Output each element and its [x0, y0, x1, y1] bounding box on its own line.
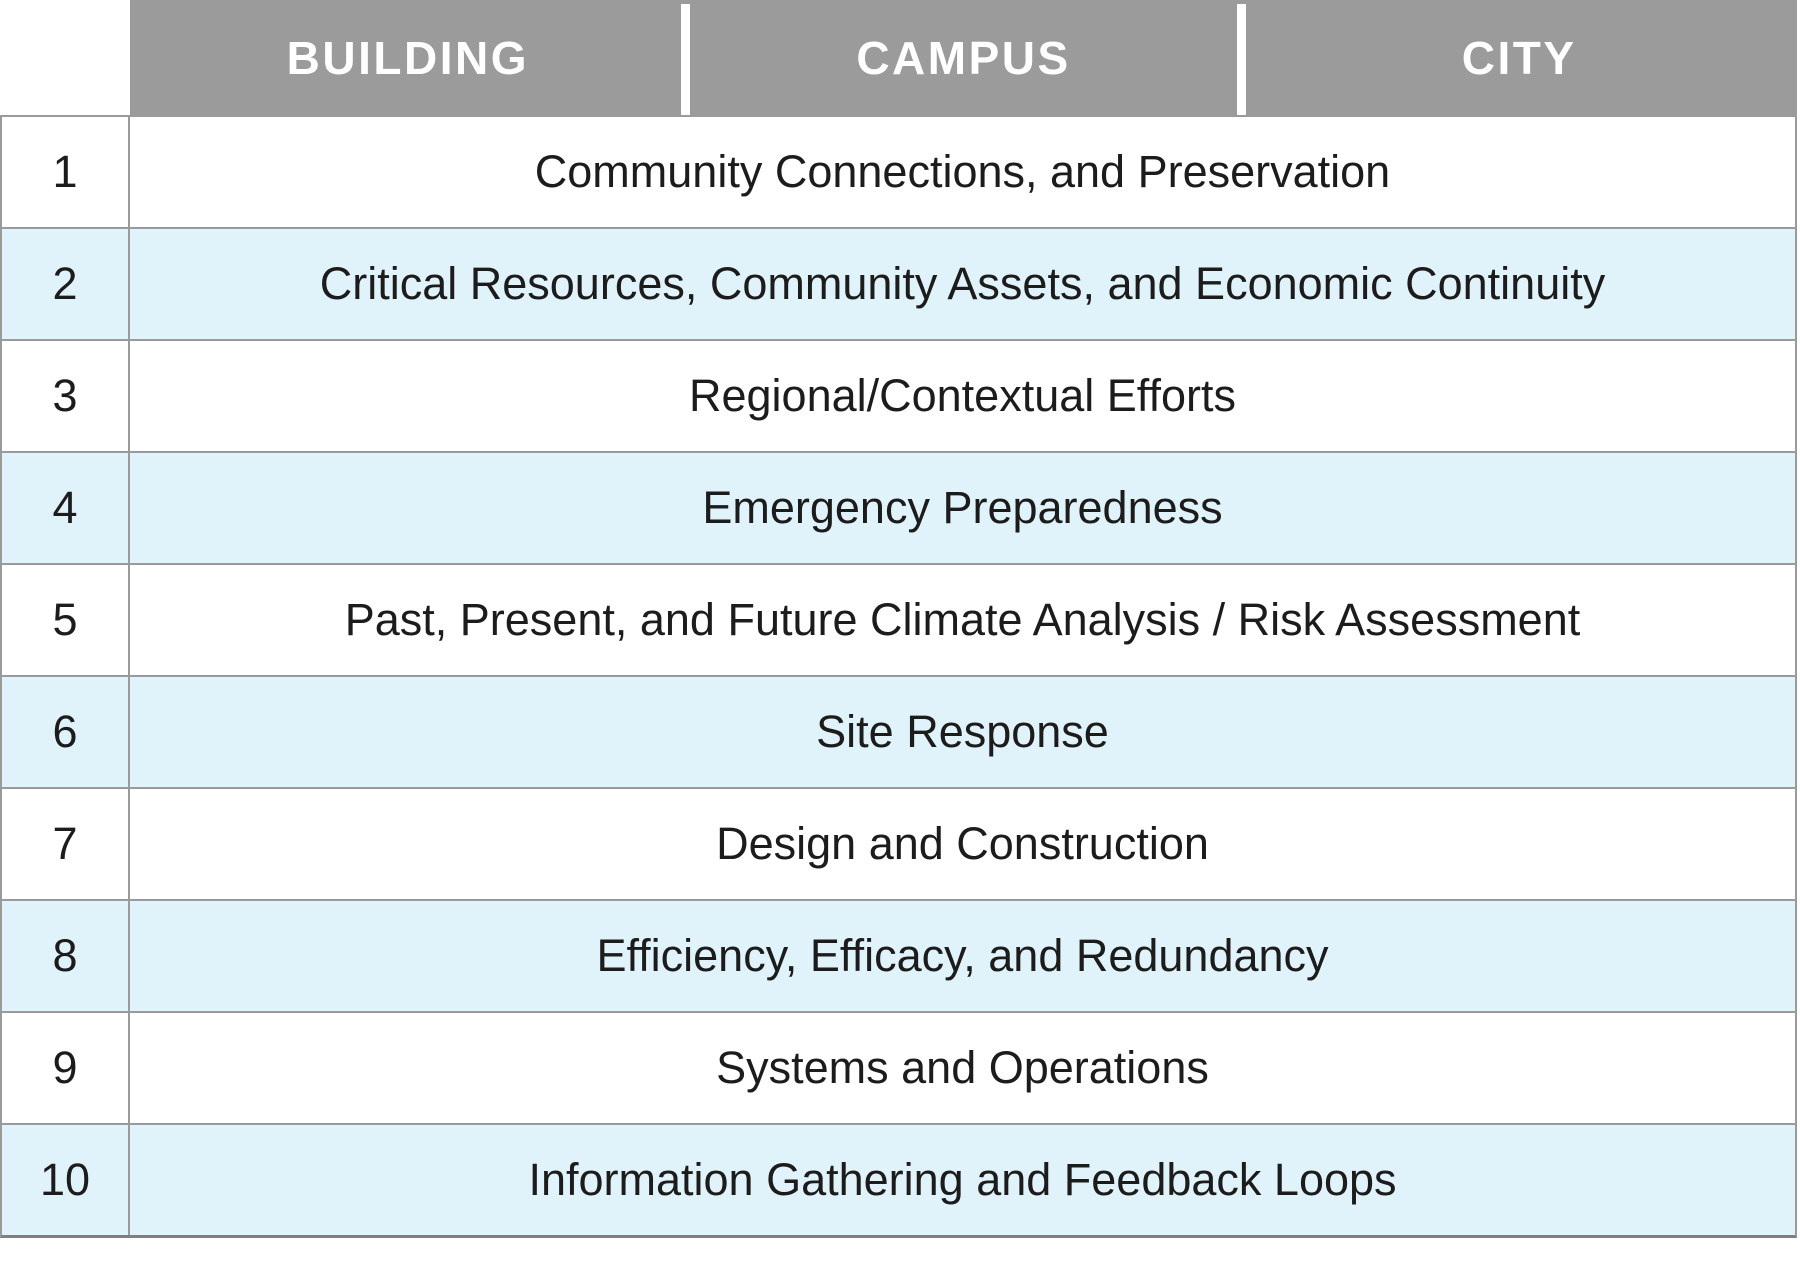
row-number: 8 [2, 901, 130, 1011]
header-divider [1236, 4, 1246, 115]
row-number: 6 [2, 677, 130, 787]
table-row-9: 9 Systems and Operations [2, 1013, 1795, 1125]
table-row-10: 10 Information Gathering and Feedback Lo… [2, 1125, 1795, 1235]
row-label: Site Response [816, 706, 1109, 757]
table-row-8: 8 Efficiency, Efficacy, and Redundancy [2, 901, 1795, 1013]
column-header-building: BUILDING [286, 31, 529, 84]
row-label: Systems and Operations [716, 1042, 1209, 1093]
table-row-3: 3 Regional/Contextual Efforts [2, 341, 1795, 453]
header-corner-cell [0, 0, 130, 115]
row-label: Past, Present, and Future Climate Analys… [344, 594, 1581, 645]
row-label: Community Connections, and Preservation [534, 146, 1391, 197]
header-divider [681, 4, 691, 115]
column-header-campus: CAMPUS [856, 31, 1071, 84]
row-number: 9 [2, 1013, 130, 1123]
table-row-5: 5 Past, Present, and Future Climate Anal… [2, 565, 1795, 677]
row-label: Emergency Preparedness [702, 482, 1223, 533]
table-row-6: 6 Site Response [2, 677, 1795, 789]
row-label: Design and Construction [716, 818, 1209, 869]
column-header-city: CITY [1461, 31, 1577, 84]
header-columns: BUILDING CAMPUS CITY [130, 0, 1797, 115]
row-number: 7 [2, 789, 130, 899]
row-number: 2 [2, 229, 130, 339]
row-label: Critical Resources, Community Assets, an… [319, 258, 1606, 309]
row-number: 3 [2, 341, 130, 451]
table-row-2: 2 Critical Resources, Community Assets, … [2, 229, 1795, 341]
row-label: Information Gathering and Feedback Loops [528, 1154, 1397, 1205]
row-number: 1 [2, 117, 130, 227]
resilience-principles-table: BUILDING CAMPUS CITY 1 Community Connectio… [0, 0, 1797, 1238]
table-row-7: 7 Design and Construction [2, 789, 1795, 901]
table-body: 1 Community Connections, and Preservatio… [0, 117, 1797, 1238]
table-header-row: BUILDING CAMPUS CITY [0, 0, 1797, 117]
row-number: 10 [2, 1125, 130, 1235]
row-number: 4 [2, 453, 130, 563]
table-row-1: 1 Community Connections, and Preservatio… [2, 117, 1795, 229]
table-row-4: 4 Emergency Preparedness [2, 453, 1795, 565]
row-number: 5 [2, 565, 130, 675]
row-label: Efficiency, Efficacy, and Redundancy [596, 930, 1329, 981]
row-label: Regional/Contextual Efforts [689, 370, 1236, 421]
